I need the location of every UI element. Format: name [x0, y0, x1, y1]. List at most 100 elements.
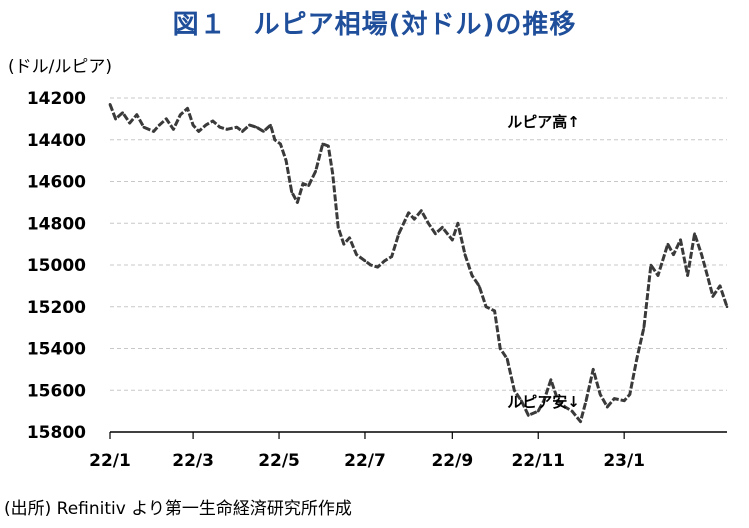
data-point	[255, 125, 258, 129]
data-point	[165, 117, 168, 121]
x-tick-label: 22/3	[172, 451, 214, 471]
data-point	[542, 399, 546, 402]
series-line	[108, 103, 729, 424]
data-point	[307, 184, 310, 187]
data-point	[598, 393, 602, 396]
data-point	[705, 274, 709, 277]
annotation-label: ルピア安↓	[507, 393, 580, 411]
data-point	[622, 399, 626, 402]
data-point	[613, 397, 616, 400]
data-point	[262, 130, 265, 133]
y-tick-label: 15800	[27, 423, 86, 443]
data-point	[211, 119, 215, 123]
y-tick-label: 14800	[27, 214, 86, 234]
data-point	[179, 113, 182, 116]
data-point	[642, 326, 646, 329]
data-point	[498, 347, 502, 350]
data-point	[512, 388, 516, 392]
data-point	[327, 144, 330, 148]
data-point	[434, 232, 437, 235]
data-point	[427, 221, 430, 225]
data-point	[493, 309, 496, 313]
y-tick-label: 14600	[27, 173, 86, 193]
x-tick-label: 23/1	[603, 451, 645, 471]
data-point	[451, 238, 454, 242]
data-point	[348, 236, 351, 240]
data-point	[536, 409, 540, 413]
data-point	[225, 128, 229, 131]
x-tick-label: 22/9	[431, 451, 473, 471]
data-point	[477, 284, 481, 288]
data-point	[336, 226, 340, 229]
y-tick-label: 14400	[27, 131, 86, 151]
y-tick-label: 15600	[27, 381, 86, 401]
data-point	[218, 125, 222, 129]
x-tick-label: 22/7	[344, 451, 386, 471]
data-point	[711, 295, 715, 298]
data-point	[269, 123, 272, 127]
data-point	[672, 253, 675, 256]
data-point	[605, 405, 609, 409]
y-tick-label: 15000	[27, 256, 86, 276]
data-point	[235, 125, 239, 129]
data-point	[121, 111, 124, 114]
data-point	[186, 107, 189, 110]
data-point	[135, 113, 139, 116]
data-point	[273, 138, 277, 142]
data-point	[579, 420, 582, 423]
data-point	[296, 201, 299, 204]
data-point	[570, 409, 574, 413]
data-point	[718, 284, 722, 288]
data-point	[314, 169, 317, 173]
data-point	[342, 242, 346, 246]
data-point	[108, 102, 112, 106]
data-point	[505, 357, 509, 361]
data-point	[355, 253, 358, 256]
annotation-label: ルピア高↑	[507, 113, 580, 131]
chart-title: 図１ ルピア相場(対ドル)の推移	[172, 10, 577, 40]
data-point	[635, 357, 639, 361]
data-point	[369, 263, 372, 267]
data-point	[549, 378, 553, 382]
data-point	[204, 123, 208, 127]
data-point	[679, 238, 682, 242]
data-point	[301, 182, 305, 185]
data-point	[591, 368, 595, 371]
data-point	[128, 121, 132, 125]
data-point	[520, 399, 523, 402]
data-point	[383, 259, 386, 263]
data-point	[376, 265, 379, 269]
data-point	[191, 123, 195, 127]
data-point	[412, 217, 416, 221]
x-tick-label: 22/5	[258, 451, 300, 471]
data-point	[649, 263, 653, 267]
data-point	[284, 159, 288, 162]
y-tick-label: 14200	[27, 89, 86, 109]
data-point	[420, 209, 423, 213]
data-point	[456, 221, 460, 225]
data-point	[152, 130, 155, 133]
data-point	[363, 259, 367, 263]
data-point	[279, 142, 282, 146]
data-point	[241, 130, 244, 133]
data-point	[114, 117, 117, 121]
data-point	[556, 399, 560, 402]
x-tick-label: 22/1	[89, 451, 131, 471]
data-point	[628, 393, 632, 396]
data-point	[725, 305, 729, 309]
data-point	[197, 130, 201, 133]
data-point	[172, 128, 175, 131]
x-tick-label: 22/11	[511, 451, 565, 471]
data-point	[686, 274, 689, 277]
y-tick-label: 15200	[27, 298, 86, 318]
data-point	[693, 232, 696, 235]
data-point	[700, 253, 703, 256]
data-point	[407, 211, 410, 215]
data-point	[248, 123, 251, 127]
data-point	[484, 305, 488, 309]
data-point	[290, 190, 294, 194]
data-point	[656, 274, 660, 277]
data-point	[563, 405, 567, 409]
data-point	[390, 255, 394, 258]
